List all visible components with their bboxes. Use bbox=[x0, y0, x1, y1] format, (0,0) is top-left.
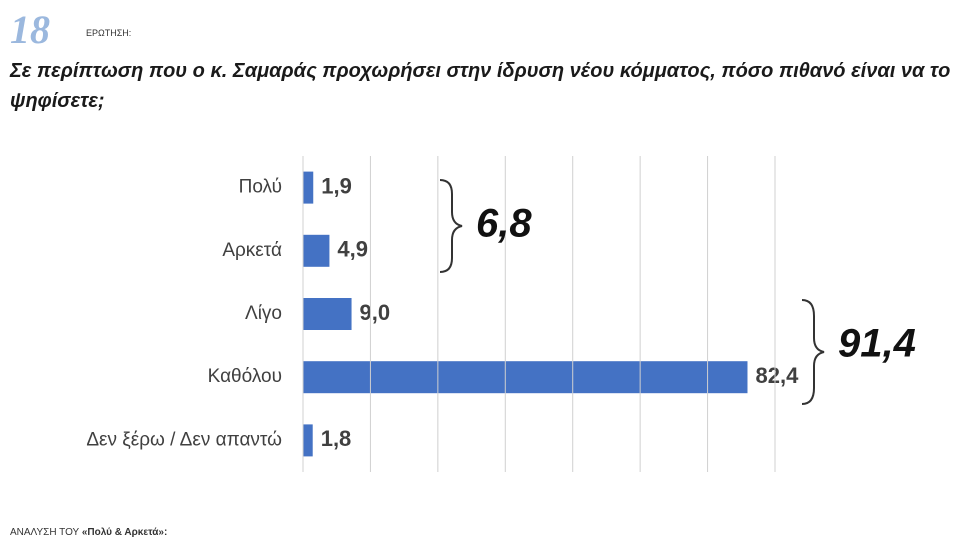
chart: 1,8 Δεν ξέρω / Δεν απαντώ 82,4 Καθόλου 9,0 Λί… bbox=[86, 156, 916, 472]
bar bbox=[303, 298, 352, 330]
value-label: 82,4 bbox=[755, 363, 799, 388]
brace bbox=[439, 179, 463, 273]
y-tick-label: Καθόλου bbox=[208, 366, 282, 387]
value-label: 4,9 bbox=[337, 237, 368, 262]
y-tick-label: Λίγο bbox=[245, 303, 282, 324]
chart-title: Σε περίπτωση που ο κ. Σαμαράς προχωρήσει… bbox=[10, 60, 951, 112]
footer: ΑΝΑΛΥΣΗ ΤΟΥ «Πολύ & Αρκετά»: bbox=[10, 527, 167, 538]
footer-prefix: ΑΝΑΛΥΣΗ ΤΟΥ bbox=[10, 527, 80, 538]
y-tick-label: Δεν ξέρω / Δεν απαντώ bbox=[86, 429, 282, 450]
annotation: 91,4 bbox=[838, 322, 916, 366]
value-label: 1,9 bbox=[321, 173, 352, 198]
y-tick-label: Πολύ bbox=[239, 177, 282, 198]
bar bbox=[303, 361, 748, 394]
value-label: 1,8 bbox=[321, 426, 352, 451]
brace bbox=[801, 299, 825, 405]
value-label: 9,0 bbox=[360, 300, 391, 325]
bar bbox=[303, 171, 314, 204]
footer-highlight: «Πολύ & Αρκετά»: bbox=[81, 527, 168, 538]
bar bbox=[303, 424, 313, 457]
question-label: ΕΡΩΤΗΣΗ: bbox=[86, 28, 132, 38]
y-tick-label: Αρκετά bbox=[222, 240, 282, 261]
question-number: 18 bbox=[10, 7, 50, 52]
annotation: 6,8 bbox=[476, 202, 532, 246]
bar bbox=[303, 234, 330, 267]
